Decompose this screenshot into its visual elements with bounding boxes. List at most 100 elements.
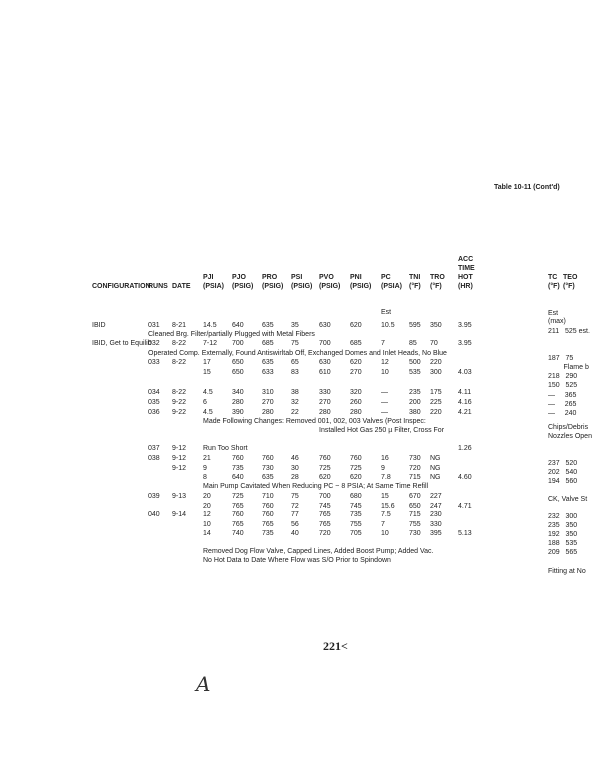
table-cell: 036 bbox=[148, 409, 160, 416]
tc-teo-entry: CK, Valve St bbox=[548, 496, 588, 503]
table-cell: 610 bbox=[319, 369, 331, 376]
table-cell: 650 bbox=[232, 369, 244, 376]
table-cell: 380 bbox=[409, 409, 421, 416]
table-cell: 270 bbox=[262, 399, 274, 406]
table-cell: 745 bbox=[319, 503, 331, 510]
table-cell: 765 bbox=[319, 521, 331, 528]
column-header: TNI bbox=[409, 274, 421, 281]
tc-teo-entry: 187 75 bbox=[548, 355, 574, 362]
table-cell: 56 bbox=[291, 521, 299, 528]
column-header: TC bbox=[548, 274, 558, 281]
table-cell: IBID, Get to Equilib bbox=[92, 340, 152, 347]
table-cell: 8-22 bbox=[172, 359, 187, 366]
tc-teo-entry: 232 300 bbox=[548, 513, 578, 520]
table-cell: 12 bbox=[381, 359, 389, 366]
table-cell: IBID bbox=[92, 322, 106, 329]
table-note: Operated Comp. Externally, Found Antiswi… bbox=[148, 350, 447, 357]
table-note: Removed Dog Flow Valve, Capped Lines, Ad… bbox=[203, 548, 434, 555]
table-cell: 032 bbox=[148, 340, 160, 347]
tc-teo-entry: 202 540 bbox=[548, 469, 578, 476]
table-cell: 620 bbox=[350, 322, 362, 329]
column-header: (PSIA) bbox=[381, 283, 402, 290]
table-cell: 72 bbox=[291, 503, 299, 510]
column-header: ACC bbox=[458, 256, 474, 263]
table-cell: 38 bbox=[291, 389, 299, 396]
column-header: TIME bbox=[458, 265, 475, 272]
table-cell: 20 bbox=[203, 503, 211, 510]
tc-teo-entry: 150 525 bbox=[548, 382, 578, 389]
table-cell: 17 bbox=[203, 359, 211, 366]
table-cell: 9-12 bbox=[172, 465, 187, 472]
table-cell: 85 bbox=[409, 340, 417, 347]
table-cell: 300 bbox=[430, 369, 442, 376]
column-header: PJI bbox=[203, 274, 214, 281]
tc-teo-entry: Flame b bbox=[548, 364, 589, 371]
table-cell: 500 bbox=[409, 359, 421, 366]
table-cell: 14.5 bbox=[203, 322, 217, 329]
column-header: RUNS bbox=[148, 283, 168, 290]
table-cell: 730 bbox=[409, 530, 421, 537]
tc-teo-entry: 188 535 bbox=[548, 540, 578, 547]
table-cell: Run Too Short bbox=[203, 445, 248, 452]
table-cell: 4.11 bbox=[458, 389, 472, 396]
table-cell: 720 bbox=[409, 465, 421, 472]
tc-teo-entry: Fitting at No bbox=[548, 568, 586, 575]
table-note: Cleaned Brg. Filter/partially Plugged wi… bbox=[148, 331, 315, 338]
tc-teo-entry: Chips/Debris bbox=[548, 424, 589, 431]
table-cell: 14 bbox=[203, 530, 211, 537]
table-cell: 340 bbox=[232, 389, 244, 396]
column-header: TEO bbox=[563, 274, 578, 281]
tc-teo-entry: — 365 bbox=[548, 392, 577, 399]
column-header: PNI bbox=[350, 274, 362, 281]
table-cell: 15 bbox=[381, 493, 389, 500]
column-header: TRO bbox=[430, 274, 445, 281]
table-note: Made Following Changes: Removed 001, 002… bbox=[203, 418, 426, 425]
table-cell: 535 bbox=[409, 369, 421, 376]
table-cell: 650 bbox=[232, 359, 244, 366]
table-cell: 685 bbox=[262, 340, 274, 347]
table-cell: 330 bbox=[319, 389, 331, 396]
table-cell: 9-12 bbox=[172, 445, 187, 452]
table-cell: 9-14 bbox=[172, 511, 187, 518]
table-cell: 760 bbox=[319, 455, 331, 462]
tc-teo-entry: 211 525 est. bbox=[548, 328, 590, 335]
table-cell: 620 bbox=[350, 359, 362, 366]
table-cell: 260 bbox=[350, 399, 362, 406]
table-cell: 270 bbox=[350, 369, 362, 376]
table-cell: NG bbox=[430, 455, 441, 462]
table-cell: 725 bbox=[350, 465, 362, 472]
table-cell: 21 bbox=[203, 455, 211, 462]
column-header: (°F) bbox=[563, 283, 575, 290]
table-cell: — bbox=[381, 409, 388, 416]
table-cell: 595 bbox=[409, 322, 421, 329]
table-cell: 735 bbox=[262, 530, 274, 537]
table-cell: 8-22 bbox=[172, 340, 187, 347]
table-cell: 3.95 bbox=[458, 340, 472, 347]
table-cell: 035 bbox=[148, 399, 160, 406]
table-cell: 75 bbox=[291, 493, 299, 500]
table-cell: 9-12 bbox=[172, 455, 187, 462]
table-cell: 037 bbox=[148, 445, 160, 452]
table-cell: 12 bbox=[203, 511, 211, 518]
table-cell: 270 bbox=[319, 399, 331, 406]
table-cell: 755 bbox=[350, 521, 362, 528]
table-cell: 77 bbox=[291, 511, 299, 518]
table-cell: 247 bbox=[430, 503, 442, 510]
table-cell: 20 bbox=[203, 493, 211, 500]
table-cell: 22 bbox=[291, 409, 299, 416]
table-cell: 225 bbox=[430, 399, 442, 406]
table-cell: 760 bbox=[232, 455, 244, 462]
table-cell: 330 bbox=[430, 521, 442, 528]
table-cell: Est bbox=[381, 309, 392, 316]
table-cell: 32 bbox=[291, 399, 299, 406]
table-cell: 710 bbox=[262, 493, 274, 500]
table-cell: 40 bbox=[291, 530, 299, 537]
table-cell: 705 bbox=[350, 530, 362, 537]
table-cell: 635 bbox=[262, 322, 274, 329]
table-cell: 670 bbox=[409, 493, 421, 500]
table-cell: 031 bbox=[148, 322, 160, 329]
table-cell: 745 bbox=[350, 503, 362, 510]
column-header: (PSIG) bbox=[291, 283, 313, 290]
column-header: (°F) bbox=[548, 283, 560, 290]
table-cell: 7 bbox=[381, 521, 385, 528]
